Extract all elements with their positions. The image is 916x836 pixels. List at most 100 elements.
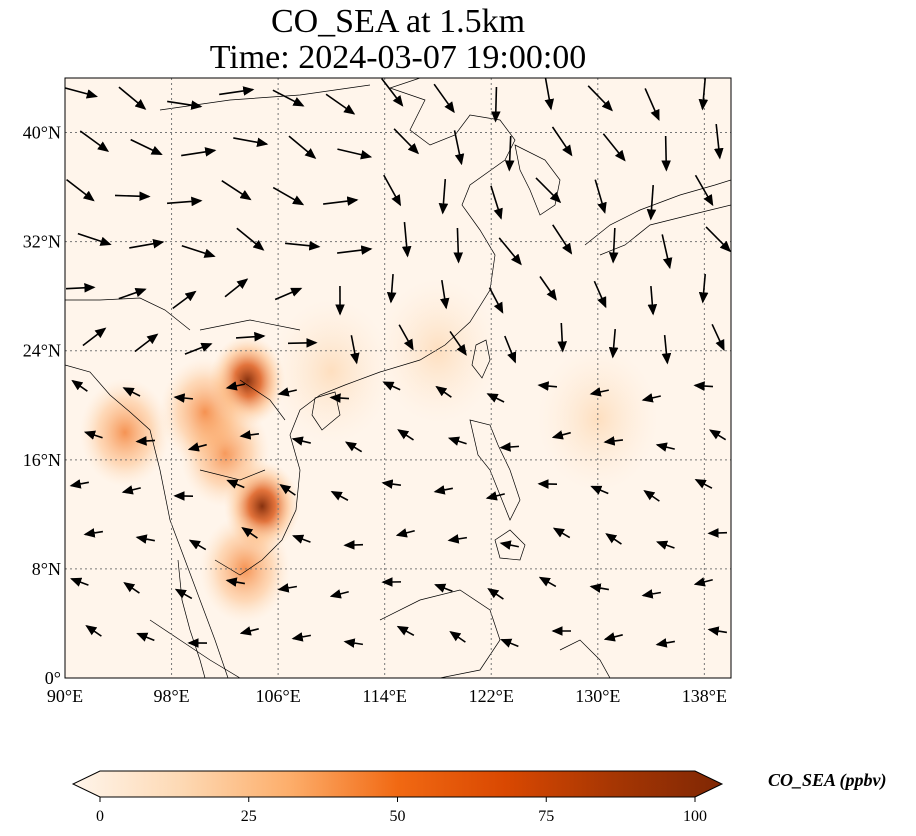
- longitude-ticks: 90°E 98°E 106°E 114°E 122°E 130°E 138°E: [47, 686, 727, 706]
- wind-arrow: [274, 287, 303, 301]
- wind-arrow: [661, 334, 672, 365]
- wind-arrow: [277, 583, 298, 593]
- wind-arrow: [605, 533, 622, 545]
- co-hotspot: [199, 514, 290, 623]
- wind-arrow: [71, 379, 88, 392]
- wind-arrow: [330, 491, 349, 501]
- wind-arrow: [224, 278, 249, 298]
- wind-arrow: [181, 245, 216, 258]
- wind-arrow: [698, 273, 709, 304]
- wind-arrow: [485, 491, 505, 501]
- wind-arrow: [434, 583, 453, 593]
- wind-arrow: [449, 630, 466, 643]
- colorbar-label: CO_SEA (ppbv): [768, 770, 887, 790]
- wind-arrow: [694, 174, 714, 207]
- wind-arrow: [343, 638, 364, 648]
- wind-arrow: [65, 282, 96, 293]
- wind-arrow: [435, 385, 452, 398]
- wind-arrow: [337, 148, 373, 160]
- wind-arrow: [130, 138, 163, 156]
- wind-arrow: [181, 147, 217, 157]
- wind-arrow: [291, 632, 311, 642]
- wind-arrow: [221, 180, 252, 201]
- wind-arrow: [486, 393, 505, 403]
- wind-arrow: [714, 124, 724, 160]
- wind-arrow: [491, 86, 501, 123]
- wind-arrow: [602, 133, 626, 162]
- longitude-tick-label: 130°E: [575, 686, 620, 706]
- wind-arrow: [498, 237, 522, 266]
- wind-arrow: [504, 335, 517, 364]
- wind-arrow: [136, 632, 155, 642]
- latitude-tick-label: 40°N: [23, 123, 61, 143]
- title-line-1: CO_SEA at 1.5km: [270, 3, 526, 40]
- wind-arrow: [698, 78, 709, 111]
- wind-arrow: [236, 227, 265, 251]
- wind-arrow: [382, 381, 401, 391]
- wind-arrow: [490, 185, 503, 220]
- colorbar-tick-label: 75: [538, 808, 554, 825]
- wind-vectors: [65, 78, 731, 648]
- colorbar: 0 25 50 75 100: [71, 770, 724, 825]
- wind-arrow: [225, 381, 245, 391]
- wind-arrow: [337, 245, 373, 255]
- latitude-tick-label: 8°N: [32, 559, 61, 579]
- wind-arrow: [70, 577, 89, 587]
- wind-arrow: [134, 333, 159, 353]
- wind-arrow: [350, 335, 360, 365]
- wind-arrow: [589, 583, 610, 593]
- wind-arrow: [239, 626, 259, 636]
- wind-arrow: [188, 539, 207, 551]
- wind-arrow: [552, 527, 571, 539]
- wind-arrow: [118, 288, 147, 300]
- wind-arrow: [329, 589, 349, 599]
- wind-arrow: [79, 130, 110, 152]
- wind-arrow: [288, 135, 317, 159]
- wind-arrow: [396, 625, 415, 637]
- wind-arrow: [693, 381, 714, 391]
- wind-arrow: [129, 238, 165, 249]
- wind-arrow: [393, 128, 420, 155]
- wind-arrow: [66, 178, 95, 202]
- wind-arrow: [694, 479, 713, 489]
- wind-arrow: [174, 588, 193, 600]
- wind-arrow: [219, 86, 255, 96]
- wind-arrow: [487, 588, 504, 600]
- wind-arrow: [83, 528, 104, 538]
- co-hotspot: [159, 358, 250, 467]
- wind-arrow: [381, 78, 404, 107]
- wind-arrow: [173, 393, 194, 403]
- latitude-tick-label: 32°N: [23, 232, 61, 252]
- wind-arrow: [167, 100, 203, 110]
- map-frame: [64, 77, 732, 679]
- wind-arrow: [292, 534, 311, 544]
- wind-arrow: [398, 324, 414, 351]
- wind-arrow: [504, 135, 515, 172]
- wind-arrow: [395, 528, 415, 538]
- wind-arrow: [433, 485, 453, 495]
- wind-arrow: [118, 86, 147, 110]
- co-hotspot: [271, 299, 392, 444]
- wind-arrow: [594, 179, 607, 214]
- wind-arrow: [65, 87, 98, 99]
- wind-arrow: [235, 331, 266, 342]
- wind-arrow: [711, 323, 725, 352]
- latitude-tick-label: 24°N: [23, 341, 61, 361]
- co-hotspot: [79, 378, 170, 487]
- wind-arrow: [656, 540, 675, 550]
- wind-arrow: [386, 273, 397, 304]
- wind-arrow: [589, 387, 609, 397]
- co-hotspot: [377, 278, 498, 423]
- wind-arrow: [123, 582, 140, 594]
- latitude-tick-label: 16°N: [23, 450, 61, 470]
- wind-arrow: [83, 430, 103, 440]
- wind-arrow: [82, 327, 107, 347]
- wind-arrow: [655, 442, 675, 452]
- wind-arrow: [114, 191, 151, 202]
- wind-arrow: [557, 322, 568, 353]
- wind-arrow: [499, 442, 520, 452]
- colorbar-tick-label: 25: [241, 808, 257, 825]
- wind-arrow: [401, 221, 412, 258]
- wind-arrow: [537, 381, 558, 391]
